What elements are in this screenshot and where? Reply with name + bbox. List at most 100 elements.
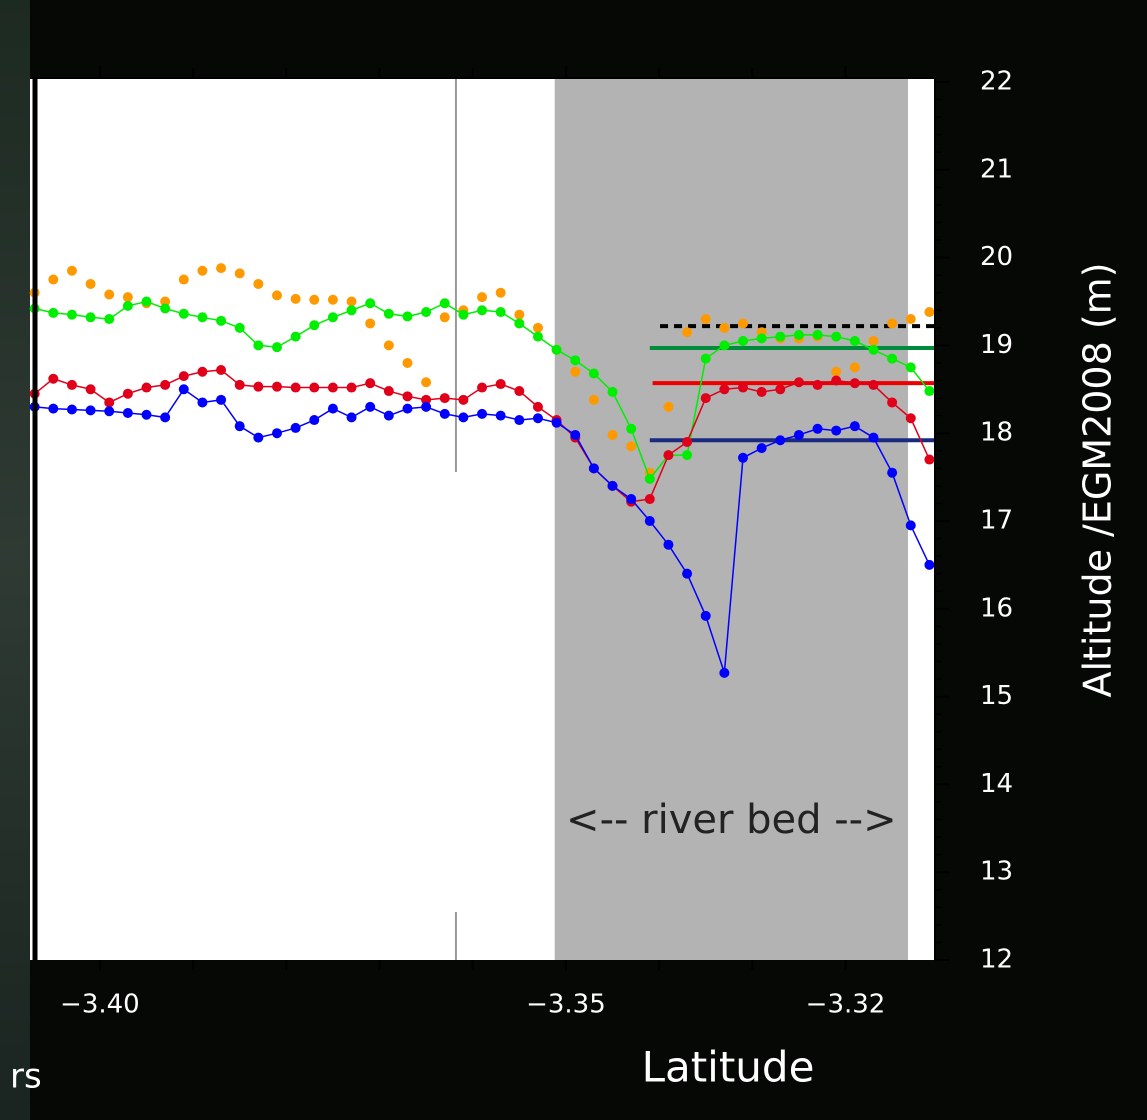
data-point bbox=[831, 425, 842, 436]
data-point bbox=[141, 296, 152, 307]
x-tick-label: −3.32 bbox=[806, 990, 886, 1020]
data-point bbox=[887, 353, 898, 364]
data-point bbox=[831, 366, 842, 377]
data-point bbox=[234, 322, 245, 333]
data-point bbox=[532, 331, 543, 342]
data-point bbox=[905, 520, 916, 531]
data-point bbox=[234, 379, 245, 390]
data-point bbox=[197, 312, 208, 323]
data-point bbox=[104, 406, 115, 417]
data-point bbox=[85, 312, 96, 323]
data-point bbox=[756, 443, 767, 454]
data-point bbox=[626, 423, 637, 434]
data-point bbox=[532, 322, 543, 333]
data-point bbox=[793, 429, 804, 440]
data-point bbox=[793, 377, 804, 388]
data-point bbox=[271, 428, 282, 439]
data-point bbox=[495, 307, 506, 318]
data-point bbox=[924, 454, 935, 465]
data-point bbox=[532, 413, 543, 424]
data-point bbox=[588, 368, 599, 379]
data-point bbox=[216, 394, 227, 405]
data-point bbox=[160, 296, 171, 307]
data-point bbox=[346, 382, 357, 393]
data-point bbox=[290, 422, 301, 433]
data-point bbox=[104, 314, 115, 325]
data-point bbox=[402, 391, 413, 402]
data-point bbox=[644, 516, 655, 526]
data-point bbox=[346, 296, 357, 307]
data-point bbox=[719, 667, 730, 678]
data-point bbox=[253, 278, 264, 289]
data-point bbox=[738, 318, 749, 329]
data-point bbox=[216, 263, 227, 274]
data-point bbox=[849, 336, 860, 347]
data-point bbox=[271, 381, 282, 392]
data-point bbox=[868, 336, 879, 347]
data-point bbox=[812, 423, 823, 434]
data-point bbox=[849, 421, 860, 432]
data-point bbox=[775, 435, 786, 446]
data-point bbox=[253, 340, 264, 351]
data-point bbox=[48, 403, 59, 414]
data-point bbox=[66, 379, 77, 390]
data-point bbox=[495, 287, 506, 298]
data-point bbox=[383, 340, 394, 351]
data-point bbox=[700, 353, 711, 364]
data-point bbox=[570, 429, 581, 440]
data-point bbox=[160, 303, 171, 314]
data-point bbox=[253, 432, 264, 443]
data-point bbox=[663, 450, 674, 461]
y-axis-title: Altitude /EGM2008 (m) bbox=[1076, 262, 1120, 697]
data-point bbox=[663, 539, 674, 550]
data-point bbox=[197, 366, 208, 377]
data-point bbox=[719, 340, 730, 351]
data-point bbox=[216, 315, 227, 326]
data-point bbox=[458, 309, 469, 320]
y-tick-label: 16 bbox=[980, 593, 1013, 623]
y-tick-label: 13 bbox=[980, 857, 1013, 887]
data-point bbox=[365, 401, 376, 412]
data-point bbox=[178, 384, 189, 395]
data-point bbox=[812, 379, 823, 390]
data-point bbox=[48, 307, 59, 318]
data-point bbox=[514, 309, 525, 320]
data-point bbox=[719, 322, 730, 333]
data-point bbox=[234, 268, 245, 279]
data-point bbox=[234, 421, 245, 432]
data-point bbox=[439, 393, 450, 404]
data-point bbox=[365, 378, 376, 389]
data-point bbox=[570, 355, 581, 366]
data-point bbox=[700, 610, 711, 621]
data-point bbox=[477, 292, 488, 303]
data-point bbox=[682, 568, 693, 579]
data-point bbox=[793, 329, 804, 340]
data-point bbox=[48, 373, 59, 384]
data-point bbox=[85, 405, 96, 416]
data-point bbox=[905, 314, 916, 325]
data-point bbox=[66, 404, 77, 415]
data-point bbox=[141, 409, 152, 420]
data-point bbox=[700, 314, 711, 325]
data-point bbox=[122, 292, 133, 303]
data-point bbox=[532, 401, 543, 412]
shaded-region bbox=[554, 78, 908, 960]
data-point bbox=[85, 384, 96, 395]
data-point bbox=[402, 357, 413, 368]
data-point bbox=[383, 386, 394, 397]
data-point bbox=[290, 382, 301, 393]
y-tick-label: 15 bbox=[980, 681, 1013, 711]
data-point bbox=[477, 382, 488, 393]
data-point bbox=[514, 415, 525, 426]
data-point bbox=[495, 379, 506, 390]
data-point bbox=[458, 412, 469, 423]
y-tick-label: 12 bbox=[980, 945, 1013, 975]
data-point bbox=[122, 408, 133, 419]
y-tick-label: 21 bbox=[980, 154, 1013, 184]
data-point bbox=[365, 298, 376, 309]
data-point bbox=[831, 375, 842, 386]
data-point bbox=[495, 410, 506, 421]
data-point bbox=[626, 494, 637, 505]
data-point bbox=[682, 450, 693, 461]
